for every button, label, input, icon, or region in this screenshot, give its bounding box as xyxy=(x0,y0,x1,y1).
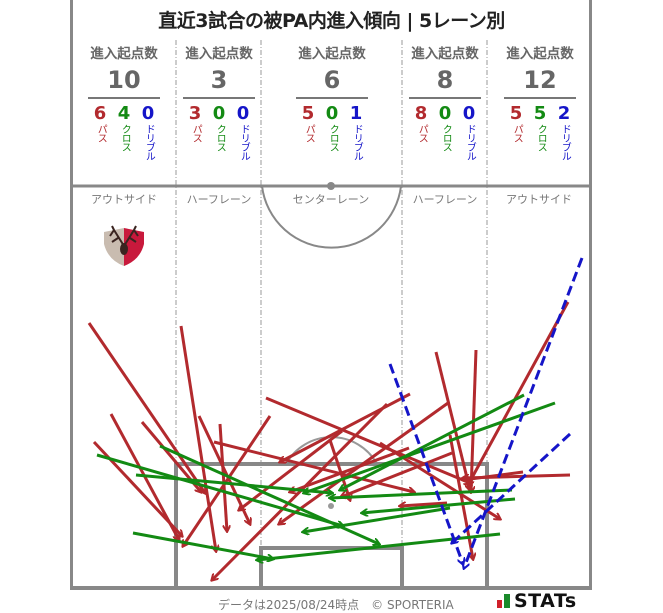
cross-count: 0 クロス xyxy=(325,103,339,152)
center-circle xyxy=(261,185,402,249)
chart-title: 直近3試合の被PA内進入傾向 | 5レーン別 xyxy=(158,10,505,32)
entry-count-label: 進入起点数 xyxy=(411,46,479,62)
pass-count: 8 パス xyxy=(414,103,428,143)
lane-summary-center: 進入起点数 6 5 パス 0 クロス 1 ドリブル xyxy=(283,42,381,160)
entry-count-label: 進入起点数 xyxy=(185,46,253,62)
club-crest-icon xyxy=(104,225,144,266)
pass-count: 5 パス xyxy=(509,103,523,143)
cross-arrows xyxy=(96,393,556,560)
lane-name-halfspace-left: ハーフレーン xyxy=(186,193,252,206)
cross-count: 4 クロス xyxy=(117,103,131,152)
divider xyxy=(409,97,481,99)
dribble-count: 0 ドリブル xyxy=(141,103,155,161)
lane-summary-outside-left: 進入起点数 10 6 パス 4 クロス 0 ドリブル xyxy=(78,42,170,160)
pass-arrows xyxy=(87,301,571,580)
entry-count-label: 進入起点数 xyxy=(298,46,366,62)
lane-name-outside-right: アウトサイド xyxy=(506,193,572,206)
pitch-left-border xyxy=(70,0,73,590)
dribble-count: 2 ドリブル xyxy=(557,103,571,161)
lane-name-halfspace-right: ハーフレーン xyxy=(412,193,478,206)
lane-summary-outside-right: 進入起点数 12 5 パス 5 クロス 2 ドリブル xyxy=(494,42,586,160)
lane-name-center: センターレーン xyxy=(292,193,370,206)
divider xyxy=(183,97,255,99)
lane-summary-halfspace-right: 進入起点数 8 8 パス 0 クロス 0 ドリブル xyxy=(404,42,486,160)
entry-total: 10 xyxy=(107,66,141,94)
dribble-count: 0 ドリブル xyxy=(462,103,476,161)
lane-summary-halfspace-left: 進入起点数 3 3 パス 0 クロス 0 ドリブル xyxy=(178,42,260,160)
stats-logo: STATs xyxy=(497,590,577,612)
divider xyxy=(504,97,576,99)
penalty-box xyxy=(174,462,489,588)
penalty-spot xyxy=(328,503,334,509)
lane-dividers xyxy=(175,40,488,588)
cross-count: 0 クロス xyxy=(212,103,226,152)
cross-count: 5 クロス xyxy=(533,103,547,152)
lane-name-outside-left: アウトサイド xyxy=(91,193,157,206)
entry-total: 6 xyxy=(323,66,341,94)
divider xyxy=(88,97,160,99)
stats-bars-icon xyxy=(497,594,510,608)
data-date-note: データは2025/08/24時点 © SPORTERIA xyxy=(218,598,454,612)
pass-count: 3 パス xyxy=(188,103,202,143)
entry-total: 3 xyxy=(210,66,228,94)
dribble-count: 0 ドリブル xyxy=(236,103,250,161)
pass-count: 5 パス xyxy=(301,103,315,143)
pass-count: 6 パス xyxy=(93,103,107,143)
entry-count-label: 進入起点数 xyxy=(506,46,574,62)
dribble-arrows xyxy=(388,257,584,568)
dribble-count: 1 ドリブル xyxy=(349,103,363,161)
pitch-right-border xyxy=(589,0,592,590)
entry-total: 12 xyxy=(523,66,557,94)
cross-count: 0 クロス xyxy=(438,103,452,152)
center-spot xyxy=(327,182,335,190)
entry-count-label: 進入起点数 xyxy=(90,46,158,62)
entry-total: 8 xyxy=(436,66,454,94)
divider xyxy=(296,97,368,99)
goal-area xyxy=(259,546,404,588)
